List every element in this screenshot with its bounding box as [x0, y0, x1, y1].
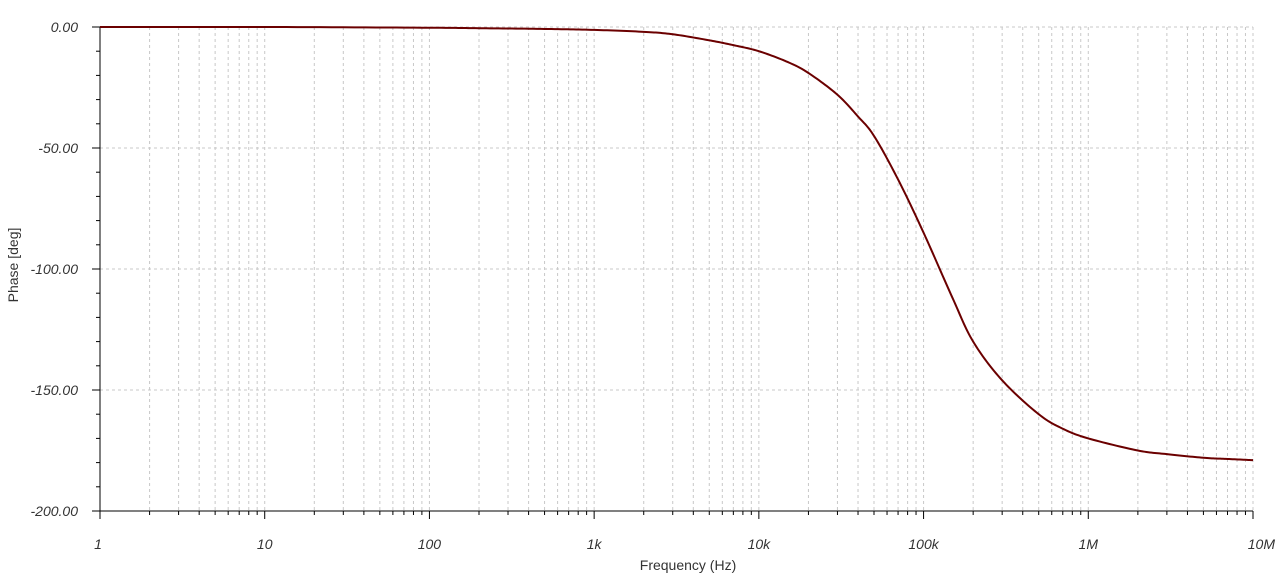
- y-tick-label: 0.00: [51, 19, 78, 35]
- x-axis-title: Frequency (Hz): [640, 557, 736, 573]
- x-tick-label: 1M: [1079, 536, 1099, 552]
- x-tick-label: 1: [94, 536, 102, 552]
- y-axis-title: Phase [deg]: [5, 228, 21, 303]
- grid-lines: [100, 26, 1254, 512]
- series-layer: [100, 25, 1254, 462]
- y-tick-label: -150.00: [31, 382, 79, 398]
- x-tick-label: 1k: [587, 536, 603, 552]
- y-tick-label: -100.00: [31, 261, 79, 277]
- x-tick-label: 10k: [748, 536, 772, 552]
- x-tick-label: 10: [257, 536, 273, 552]
- x-tick-label: 100: [418, 536, 442, 552]
- y-tick-label: -200.00: [31, 503, 79, 519]
- y-tick-label: -50.00: [38, 140, 78, 156]
- phase-curve: [100, 25, 1254, 462]
- tick-labels: 0.00 -50.00 -100.00 -150.00 -200.00 1 10 100 1k 1…: [31, 19, 1276, 552]
- x-tick-label: 10M: [1248, 536, 1276, 552]
- x-tick-label: 100k: [908, 536, 939, 552]
- axes: [92, 26, 1254, 519]
